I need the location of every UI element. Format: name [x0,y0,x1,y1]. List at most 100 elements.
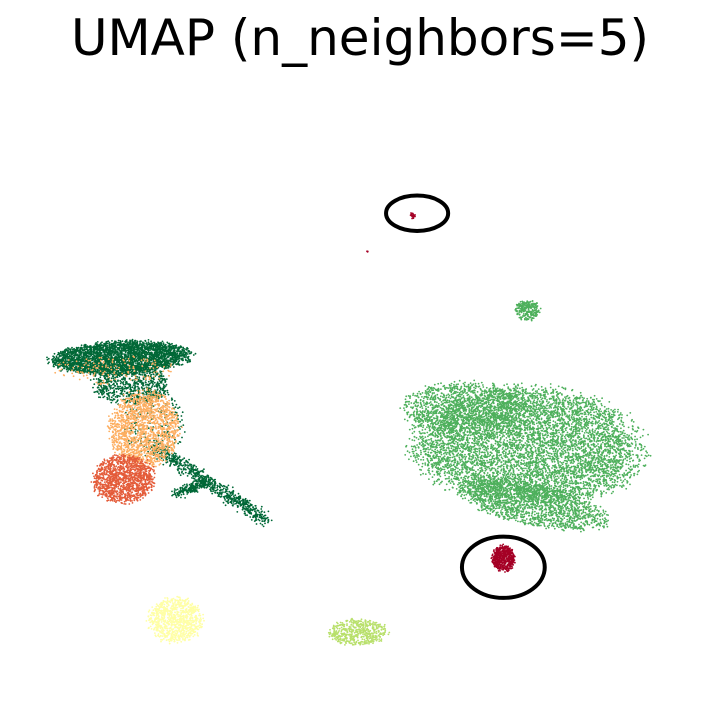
data-point [164,353,167,356]
data-point [150,373,153,376]
data-point [138,363,141,365]
data-point [76,349,79,352]
data-point [254,519,257,522]
data-point [130,351,132,354]
data-point [173,355,176,358]
data-point [119,365,122,367]
data-point [234,494,237,497]
data-point [112,345,115,348]
data-point [173,488,176,490]
data-point [226,492,228,495]
data-point [68,360,71,363]
data-point [224,499,227,501]
data-point [227,499,230,502]
data-point [233,496,236,499]
data-point [69,349,72,352]
data-point [176,357,179,359]
data-point [231,493,234,496]
data-point [136,349,139,352]
data-point [185,459,188,462]
data-point [127,353,129,355]
data-point [136,385,139,388]
data-point [153,342,156,344]
data-point [210,490,213,493]
data-point [207,480,210,482]
data-point [137,355,140,358]
data-point [91,356,94,359]
data-point [262,525,265,528]
data-point [168,345,171,348]
data-point [82,352,85,355]
data-point [141,371,144,374]
data-point [179,428,181,430]
data-point [65,353,68,355]
data-point [262,520,264,522]
data-point [173,349,176,351]
data-point [141,348,144,350]
data-point [72,348,74,351]
data-point [162,463,165,466]
data-point [133,388,136,390]
data-point [248,506,251,508]
series-dark-green [46,338,273,528]
data-point [203,486,206,489]
data-point [135,373,137,375]
data-point [120,387,123,390]
data-point [258,511,261,514]
data-point [183,457,186,460]
data-point [178,455,181,458]
data-point [162,355,164,358]
data-point [107,342,109,345]
data-point [93,354,95,357]
data-point [223,485,226,488]
data-point [103,358,106,361]
data-point [94,357,97,360]
data-point [186,475,189,477]
data-point [69,366,72,369]
data-point [191,477,193,479]
data-point [160,341,162,344]
data-point [190,487,193,490]
data-point [133,348,136,351]
data-point [175,458,178,461]
data-point [73,368,76,371]
data-point [134,382,137,385]
data-point [68,368,71,370]
data-point [85,352,88,354]
data-point [232,504,234,507]
data-point [159,345,162,347]
data-point [99,374,102,377]
data-point [112,352,115,354]
data-point [250,519,253,521]
data-point [95,343,98,346]
data-point [247,502,250,504]
data-point [112,377,115,380]
data-point [136,372,139,374]
data-point [187,491,190,494]
data-point [261,523,264,526]
data-point [175,496,178,499]
data-point [172,346,175,349]
data-point [113,390,115,392]
data-point [138,388,141,390]
data-point [136,365,139,368]
data-point [123,365,126,368]
data-point [203,484,206,486]
data-point [236,504,239,507]
data-point [74,350,77,353]
data-point [142,355,145,358]
data-point [177,465,180,468]
data-point [95,342,97,344]
data-point [147,353,149,356]
data-point [107,389,110,392]
data-point [232,501,235,503]
data-point [117,363,120,366]
data-point [152,373,155,376]
data-point [79,359,82,362]
data-point [118,346,121,349]
data-point [97,352,100,354]
data-point [116,383,118,386]
data-point [123,343,125,346]
data-point [120,378,123,381]
data-point [80,355,83,358]
